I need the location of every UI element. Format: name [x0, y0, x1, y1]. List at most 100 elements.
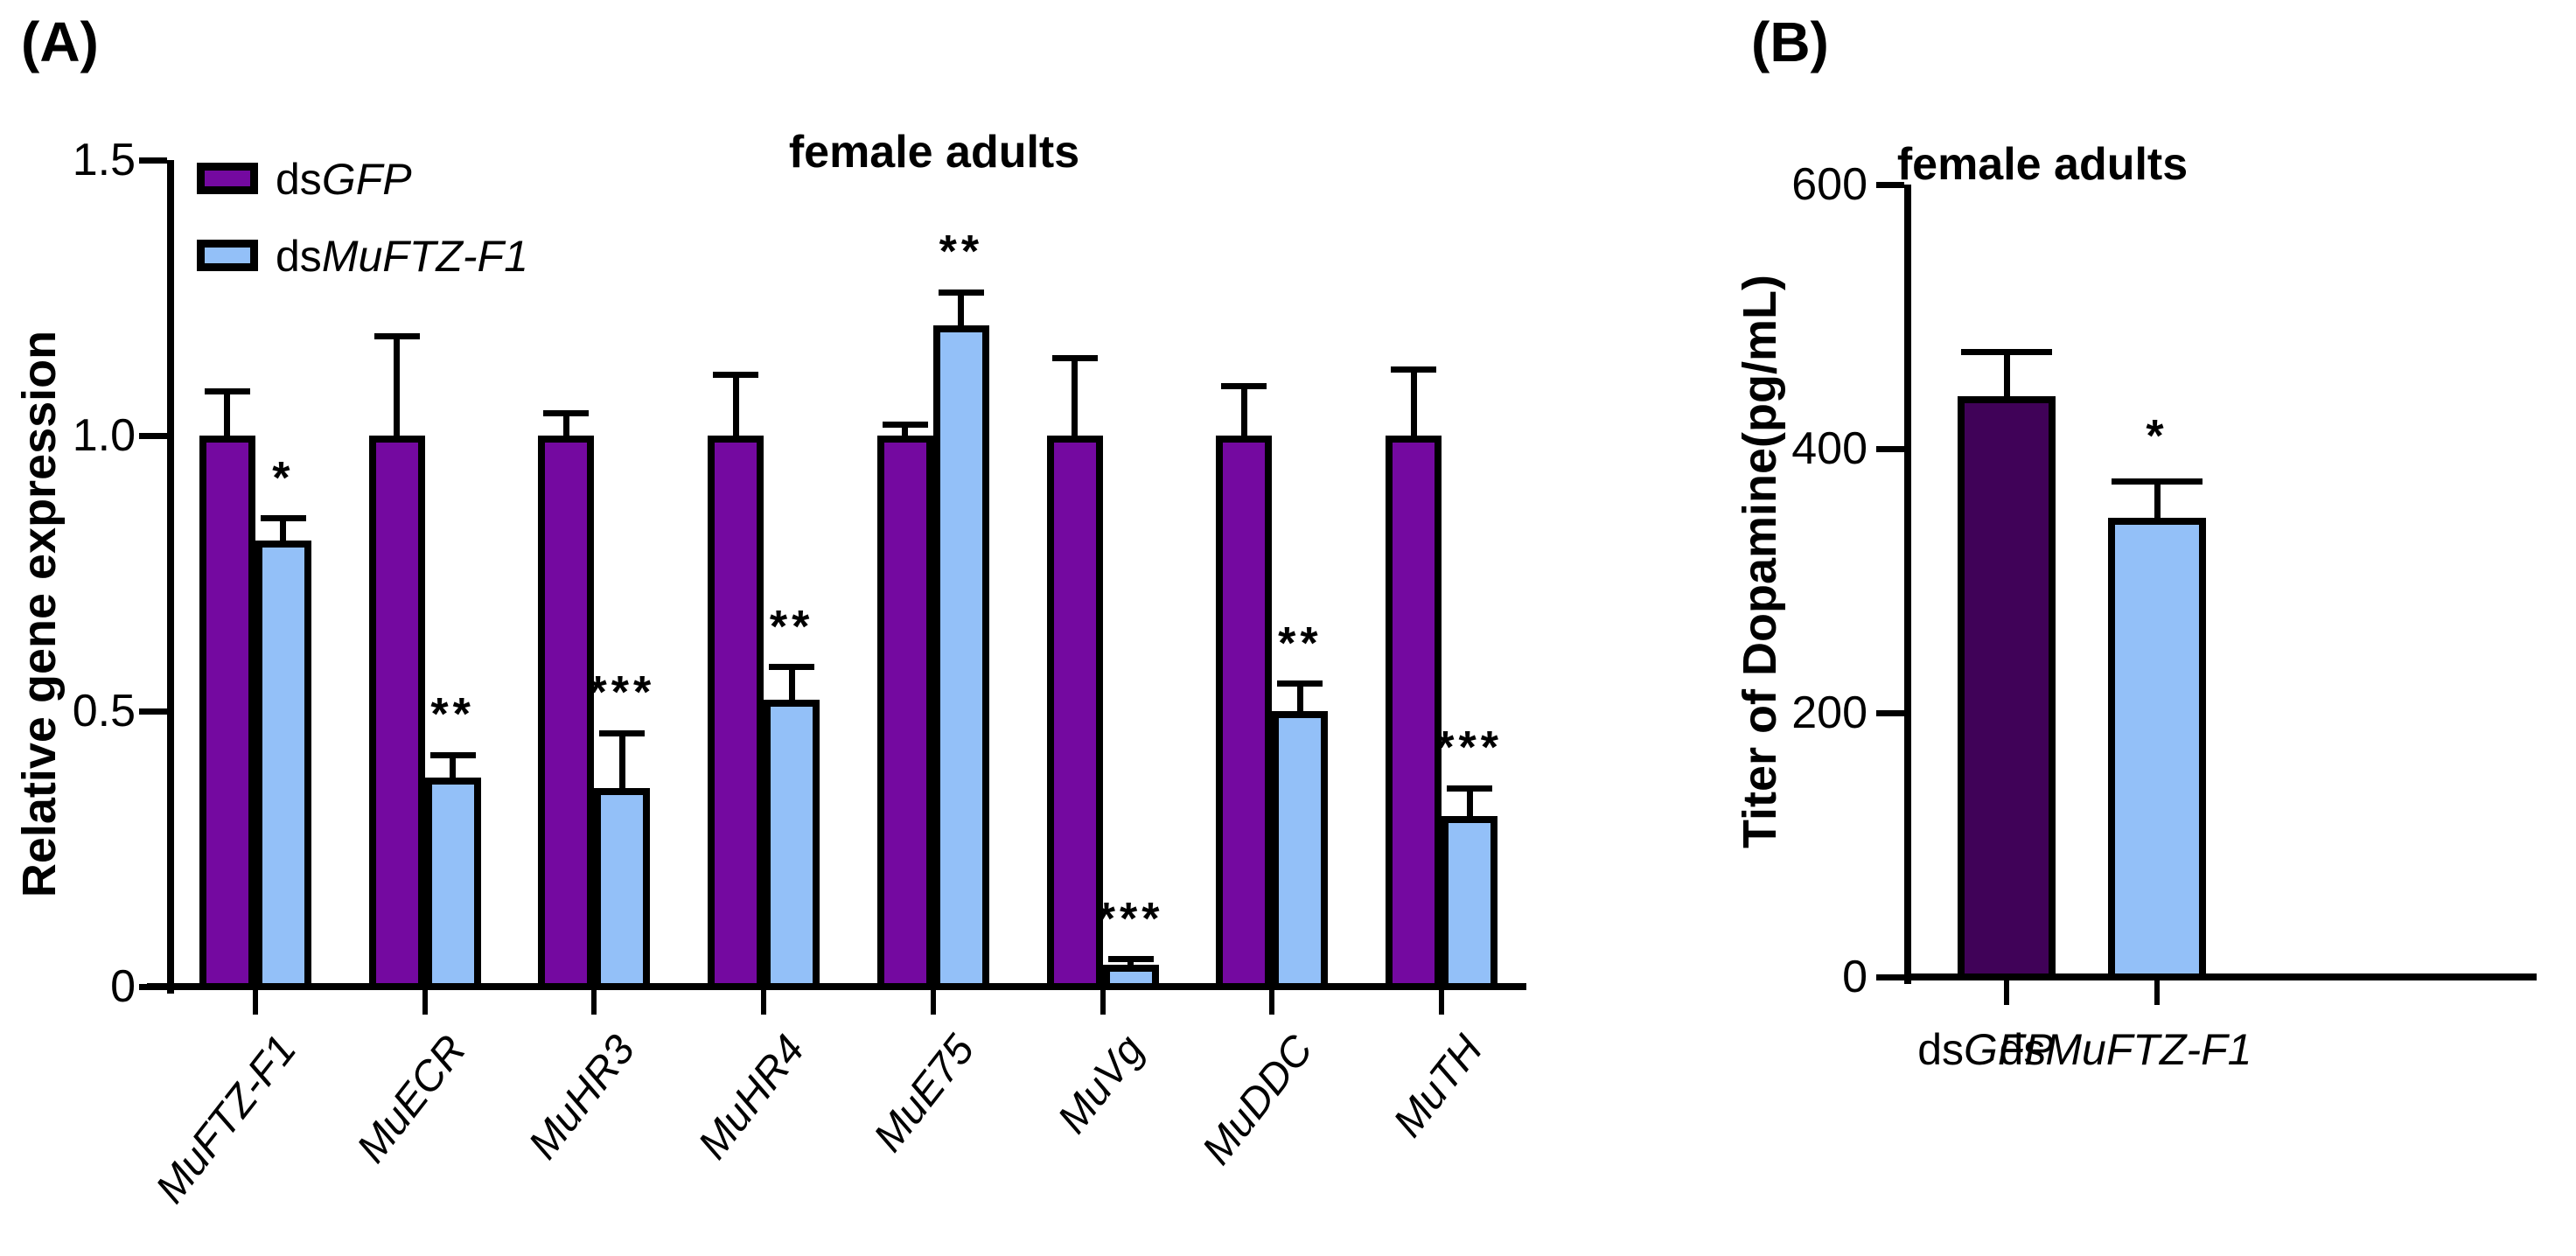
bar-dsMuFTZ-F1-MuDDC — [1272, 711, 1329, 990]
y-tick-label: 1.5 — [72, 135, 136, 185]
significance-MuHR3: *** — [589, 667, 656, 719]
err-dsMuFTZ-F1-MuTH-cap — [1447, 785, 1493, 792]
legend-swatch-dsGFP — [197, 163, 258, 194]
y-tick-mark — [1876, 709, 1904, 716]
y-tick-mark — [139, 157, 167, 164]
y-axis-line — [1904, 185, 1911, 984]
err-dsGFP-MuE75-cap — [882, 421, 928, 428]
bar-dsMuFTZ-F1-MuFTZ-F1 — [255, 540, 311, 990]
legend-label-dsGFP-gene: GFP — [321, 155, 412, 204]
err-dsMuFTZ-F1-MuFTZ-F1-stem — [280, 518, 287, 541]
x-cat-label-dsGFP-gene: GFP — [1964, 1025, 2054, 1074]
y-tick-label: 0 — [1842, 952, 1867, 1002]
panel-a-letter: (A) — [21, 10, 99, 73]
y-axis-title: Titer of Dopamine(pg/mL) — [1734, 275, 1786, 848]
x-cat-label-dsMuFTZ-F1: dsMuFTZ-F1 — [1933, 1028, 2318, 1071]
chart-title: female adults — [788, 127, 1080, 178]
x-cat-label-dsGFP: dsGFP — [1793, 1028, 2178, 1071]
bar-dsMuFTZ-F1-MuVg — [1102, 964, 1159, 990]
x-cat-label-dsMuFTZ-F1-prefix: ds — [1999, 1025, 2046, 1074]
bar-dsGFP-MuHR4 — [708, 436, 764, 990]
x-tick-mark — [930, 990, 936, 1015]
y-tick-label: 200 — [1791, 687, 1867, 738]
y-tick-label: 400 — [1791, 423, 1867, 474]
err-dsMuFTZ-F1-MuHR3-stem — [618, 733, 625, 789]
err-dsMuFTZ-F1-cap — [2112, 478, 2203, 485]
err-dsGFP-MuHR3-stem — [562, 413, 569, 436]
y-tick-mark — [139, 983, 167, 990]
y-tick-label: 600 — [1791, 159, 1867, 210]
err-dsGFP-MuTH-stem — [1410, 369, 1417, 436]
err-dsGFP-cap — [1961, 349, 2052, 356]
err-dsMuFTZ-F1-MuHR4-stem — [788, 666, 795, 701]
y-axis-line — [167, 160, 174, 994]
x-tick-mark — [1269, 990, 1275, 1015]
legend-label-dsMuFTZ-F1-prefix: ds — [276, 232, 322, 281]
err-dsMuFTZ-F1-MuTH-stem — [1466, 788, 1473, 816]
err-dsGFP-MuVg-cap — [1051, 355, 1098, 362]
x-tick-mark — [252, 990, 258, 1015]
err-dsMuFTZ-F1-stem — [2154, 481, 2161, 518]
err-dsGFP-MuE75-stem — [902, 424, 909, 436]
bar-dsGFP-MuVg — [1046, 436, 1103, 990]
err-dsMuFTZ-F1-MuHR4-cap — [769, 664, 815, 671]
x-tick-mark — [1100, 990, 1106, 1015]
x-tick-mark — [2154, 980, 2160, 1005]
bar-dsMuFTZ-F1-MuTH — [1442, 815, 1498, 990]
err-dsMuFTZ-F1-MuFTZ-F1-cap — [260, 515, 306, 521]
err-dsGFP-MuFTZ-F1-stem — [224, 391, 231, 436]
y-tick-mark — [1876, 973, 1904, 980]
err-dsGFP-MuDDC-stem — [1240, 386, 1247, 436]
err-dsGFP-MuDDC-cap — [1221, 382, 1267, 389]
err-dsGFP-MuFTZ-F1-cap — [204, 388, 250, 395]
y-tick-label: 1.0 — [72, 410, 136, 461]
err-dsMuFTZ-F1-MuDDC-cap — [1277, 680, 1323, 687]
significance-MuHR4: ** — [769, 601, 814, 652]
bar-dsMuFTZ-F1-MuECR — [424, 777, 481, 990]
panel-b-letter: (B) — [1751, 10, 1829, 73]
y-tick-mark — [1876, 445, 1904, 452]
x-axis-line — [147, 983, 1526, 990]
bar-dsMuFTZ-F1 — [2108, 517, 2206, 980]
significance-MuVg: *** — [1097, 893, 1164, 945]
err-dsGFP-MuHR3-cap — [543, 410, 590, 417]
bar-dsGFP — [1958, 395, 2056, 980]
legend-swatch-dsMuFTZ-F1 — [197, 240, 258, 271]
significance-MuECR: ** — [430, 689, 475, 741]
legend-label-dsGFP: dsGFP — [276, 157, 412, 201]
err-dsMuFTZ-F1-MuHR3-cap — [599, 729, 646, 736]
bar-dsGFP-MuECR — [368, 436, 425, 990]
err-dsGFP-stem — [2003, 352, 2010, 396]
x-cat-label-dsGFP-prefix: ds — [1917, 1025, 1964, 1074]
significance-MuDDC: ** — [1278, 618, 1323, 669]
y-tick-label: 0 — [110, 961, 136, 1012]
bar-dsMuFTZ-F1-MuHR3 — [594, 788, 651, 990]
bar-dsGFP-MuFTZ-F1 — [199, 436, 255, 990]
y-tick-mark — [139, 432, 167, 439]
bar-dsGFP-MuHR3 — [538, 436, 595, 990]
err-dsMuFTZ-F1-MuDDC-stem — [1296, 683, 1303, 711]
err-dsMuFTZ-F1-MuVg-cap — [1107, 956, 1154, 962]
significance-MuFTZ-F1: * — [272, 452, 295, 504]
x-tick-mark — [761, 990, 767, 1015]
err-dsMuFTZ-F1-MuE75-cap — [938, 289, 984, 296]
err-dsGFP-MuECR-stem — [394, 336, 401, 436]
x-tick-mark — [2004, 980, 2009, 1005]
err-dsMuFTZ-F1-MuECR-stem — [450, 755, 457, 778]
x-tick-mark — [591, 990, 597, 1015]
chart-title: female adults — [1896, 139, 2189, 190]
err-dsGFP-MuTH-cap — [1391, 366, 1437, 373]
x-tick-mark — [422, 990, 428, 1015]
y-tick-mark — [139, 708, 167, 715]
err-dsMuFTZ-F1-MuE75-stem — [958, 292, 965, 325]
err-dsGFP-MuHR4-cap — [713, 372, 759, 379]
y-axis-title: Relative gene expression — [13, 330, 66, 898]
legend-label-dsMuFTZ-F1-gene: MuFTZ-F1 — [321, 232, 528, 281]
x-cat-label: MuFTZ-F1 — [146, 1027, 306, 1212]
y-tick-label: 0.5 — [72, 686, 136, 736]
legend-label-dsMuFTZ-F1: dsMuFTZ-F1 — [276, 234, 528, 278]
err-dsGFP-MuECR-cap — [373, 333, 420, 340]
x-tick-mark — [1439, 990, 1445, 1015]
bar-dsGFP-MuDDC — [1216, 436, 1273, 990]
